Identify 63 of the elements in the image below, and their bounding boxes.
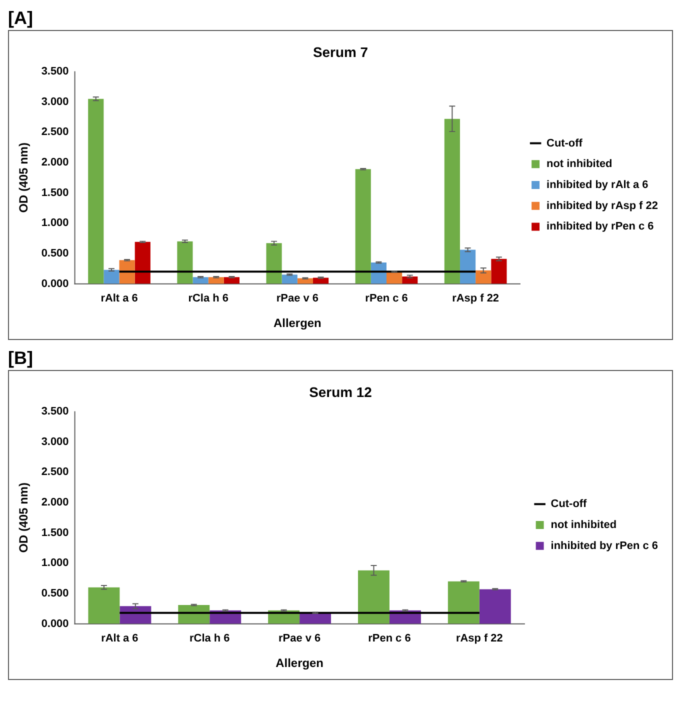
text: [A] (8, 8, 34, 30)
y-tick-label: 0.500 (41, 587, 69, 600)
x-tick-label: rCla h 6 (190, 632, 230, 644)
y-axis-title: OD (405 nm) (16, 482, 30, 553)
legend-label: inhibited by rAsp f 22 (546, 200, 658, 212)
bar (208, 277, 224, 284)
y-tick-label: 0.500 (41, 247, 69, 260)
bar (479, 589, 511, 624)
bar (88, 98, 104, 284)
legend-label: inhibited by rAlt a 6 (546, 179, 648, 192)
legend-label: not inhibited (546, 158, 612, 170)
bar (491, 258, 507, 284)
x-tick-label: rAlt a 6 (100, 292, 138, 304)
bar (192, 277, 208, 284)
y-tick-label: 2.000 (41, 156, 69, 168)
y-tick-label: 3.000 (41, 436, 69, 448)
bar (402, 276, 418, 284)
x-tick-label: rPen c 6 (365, 292, 408, 304)
legend-label: inhibited by rPen c 6 (550, 540, 658, 552)
y-tick-label: 2.500 (41, 466, 69, 478)
chart-title: Serum 12 (309, 384, 372, 400)
x-tick-label: rCla h 6 (188, 292, 228, 304)
x-axis-title: Allergen (276, 656, 324, 670)
bar (313, 278, 329, 284)
bar (88, 587, 120, 624)
legend-label: inhibited by rPen c 6 (546, 220, 654, 233)
bar (386, 272, 402, 284)
bar (134, 242, 150, 284)
y-tick-label: 1.500 (41, 526, 69, 539)
y-tick-label: 1.000 (41, 217, 69, 230)
y-tick-label: 3.000 (41, 96, 69, 108)
x-tick-label: rAsp f 22 (452, 292, 500, 304)
bar (444, 118, 460, 284)
x-axis-title: Allergen (273, 316, 322, 330)
bar (448, 581, 480, 624)
text: [B] (8, 348, 34, 370)
bar (358, 570, 390, 624)
x-tick-label: rAsp f 22 (456, 632, 503, 644)
x-tick-label: rPae v 6 (276, 292, 318, 304)
y-tick-label: 2.500 (41, 126, 69, 138)
bar (266, 243, 282, 284)
bar (460, 250, 476, 284)
legend-label: Cut-off (550, 498, 588, 510)
legend-label: Cut-off (546, 137, 583, 150)
bar (282, 274, 298, 284)
x-tick-label: rPae v 6 (278, 632, 321, 644)
y-tick-label: 1.000 (41, 557, 69, 570)
legend-label: not inhibited (550, 519, 617, 532)
y-tick-label: 3.500 (41, 406, 69, 418)
y-tick-label: 0.000 (41, 278, 69, 290)
bar (104, 270, 120, 284)
bar (224, 277, 240, 284)
chart-title: Serum 7 (312, 44, 368, 60)
y-tick-label: 2.000 (41, 496, 69, 508)
x-tick-label: rAlt a 6 (101, 632, 138, 644)
bar (355, 169, 371, 284)
y-tick-label: 3.500 (41, 66, 69, 78)
bar (476, 270, 492, 284)
y-tick-label: 0.000 (41, 618, 69, 630)
y-axis-title: OD (405 nm) (16, 142, 30, 213)
x-tick-label: rPen c 6 (368, 632, 411, 644)
bar (177, 241, 193, 284)
y-tick-label: 1.500 (41, 186, 69, 199)
